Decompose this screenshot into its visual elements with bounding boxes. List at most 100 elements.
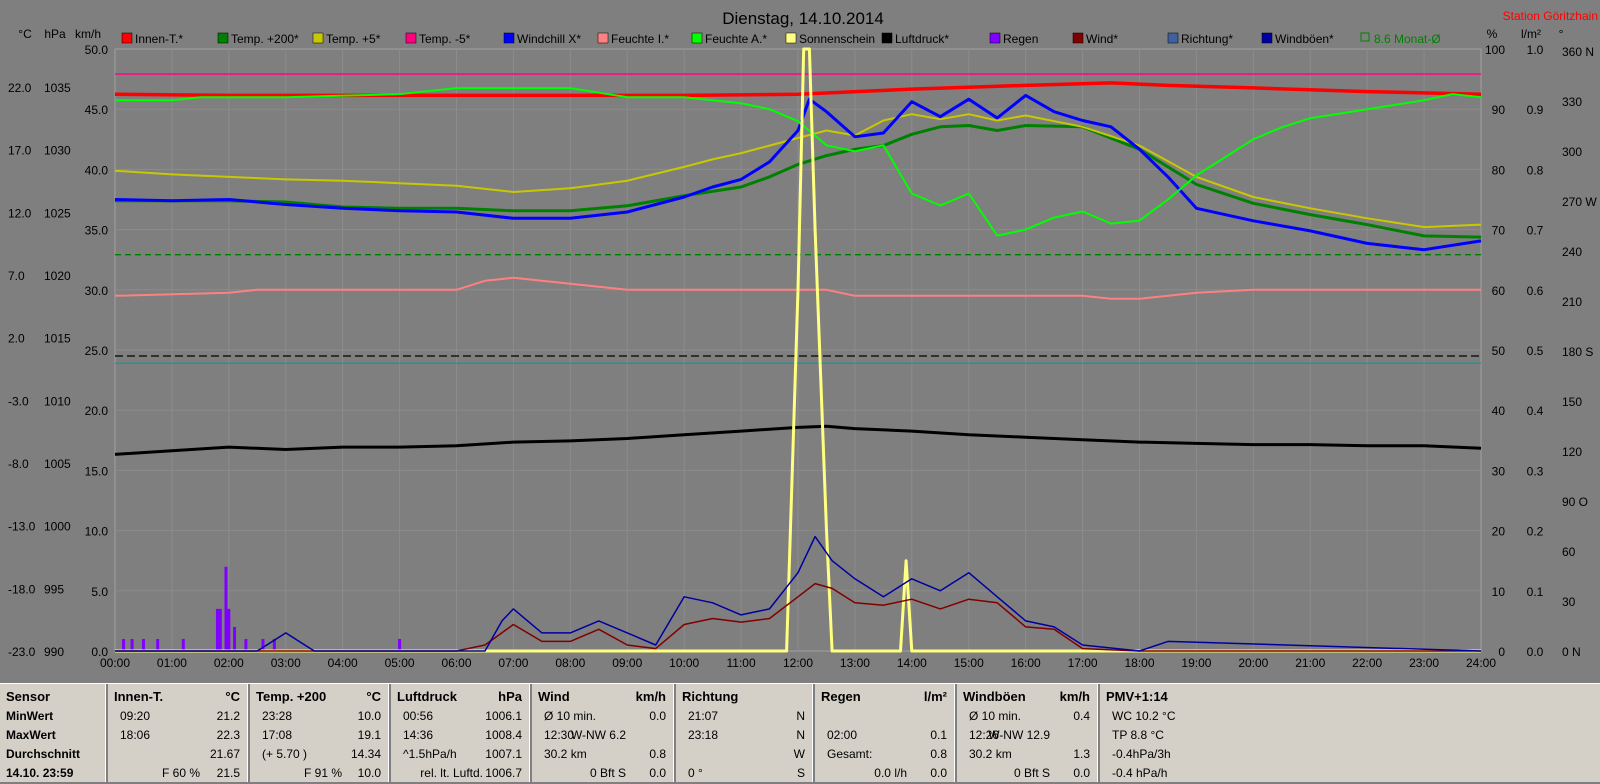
y-pressure-tick: 990 (44, 645, 64, 659)
weather-chart: Dienstag, 14.10.2014 Station Göritzhain … (0, 0, 1600, 683)
stats-column: Luftdruck hPa 00:56 1006.1 14:36 1008.4 ^1.5hP… (391, 684, 532, 782)
stats-cell: 0.8 (930, 747, 947, 761)
stats-header-unit: l/m² (923, 689, 947, 704)
stats-cell: F 60 % (161, 766, 200, 780)
stats-row: WC 10.2 °C (1106, 709, 1590, 727)
stats-column: Regen l/m² 02:00 0.1 Gesamt: 0.8 0.0 l/h 0.0 (815, 684, 957, 782)
x-tick-label: 03:00 (271, 656, 301, 670)
series-line-windb-en (115, 535, 1482, 652)
stats-row: W (682, 747, 805, 765)
stats-cell: TP 8.8 °C (1112, 728, 1164, 742)
chart-background (0, 0, 1600, 683)
x-tick-label: 17:00 (1068, 656, 1098, 670)
stats-cell: 22.3 (216, 728, 240, 742)
y-speed-tick: 0.0 (91, 645, 108, 659)
stats-header-label: Sensor (6, 689, 51, 704)
x-tick-label: 10:00 (669, 656, 699, 670)
stats-row: 09:20 21.2 (114, 709, 240, 727)
stats-cell: 0 Bft S (1013, 766, 1050, 780)
y-pressure-tick: 1000 (44, 520, 71, 534)
stats-header: Luftdruck hPa (397, 689, 522, 707)
stats-row: MinWert (6, 709, 98, 727)
stats-row: 02:00 0.1 (821, 728, 947, 746)
stats-header: Wind km/h (538, 689, 666, 707)
y-speed-tick: 10.0 (85, 525, 109, 539)
y-pressure-tick: 1025 (44, 206, 71, 220)
y-temp-tick: -13.0 (8, 520, 36, 534)
stats-cell: 0.0 (649, 709, 666, 723)
y-dir-tick: 330 (1562, 95, 1582, 109)
y-rain-tick: 0.2 (1527, 525, 1544, 539)
rain-bar (122, 638, 126, 651)
y-pressure-tick: 995 (44, 582, 64, 596)
stats-row: 21:07 N (682, 709, 805, 727)
stats-cell: 10.0 (357, 766, 381, 780)
series-line-windchill-x (114, 93, 1482, 252)
stats-row: 17:08 19.1 (256, 728, 381, 746)
unit-pressure: hPa (44, 27, 66, 41)
stats-header: Temp. +200 °C (256, 689, 381, 707)
stats-header-label: Richtung (682, 689, 739, 704)
legend-swatch (121, 32, 133, 44)
legend: Innen-T.* Temp. +200* Temp. +5* Temp. -5* Wi… (121, 32, 1441, 46)
stats-cell: (+ 5.70 ) (262, 747, 308, 761)
stats-row: Ø 10 min. 0.4 (963, 709, 1090, 727)
y-speed-tick: 15.0 (85, 464, 109, 478)
stats-row: 23:28 10.0 (256, 709, 381, 727)
y-dir-tick: 360 N (1562, 45, 1594, 59)
stats-cell: 1006.7 (485, 766, 522, 780)
stats-row: 18:06 22.3 (114, 728, 240, 746)
stats-header-label: PMV+1:14 (1106, 689, 1168, 704)
stats-panel: Sensor MinWert MaxWert Durchschnitt 14.10. 2… (0, 683, 1600, 782)
stats-column: Richtung 21:07 N 23:18 N W 0 ° S (676, 684, 815, 782)
y-pressure-tick: 1005 (44, 457, 71, 471)
legend-swatch (1261, 32, 1273, 44)
stats-column: Temp. +200 °C 23:28 10.0 17:08 19.1 (+ 5.70 ) 1… (250, 684, 391, 782)
stats-header-unit: km/h (1059, 689, 1090, 704)
x-tick-label: 04:00 (328, 656, 358, 670)
stats-cell: 30.2 km (969, 747, 1012, 761)
y-dir-tick: 180 S (1562, 345, 1593, 359)
stats-column: Windböen km/h Ø 10 min. 0.4 12:26 W-NW 12.9 30… (957, 684, 1100, 782)
rain-bar (227, 608, 231, 651)
stats-row: 0 Bft S 0.0 (963, 766, 1090, 784)
stats-cell: W-NW 6.2 (570, 728, 626, 742)
stats-cell: rel. lt. Luftd. (420, 766, 483, 780)
rain-bar (224, 566, 228, 651)
y-dir-tick: 90 O (1562, 495, 1588, 509)
stats-cell: 21:07 (688, 709, 719, 723)
unit-speed: km/h (75, 27, 101, 41)
y-pressure-tick: 1030 (44, 144, 71, 158)
series-line-luftdruck (114, 424, 1482, 456)
stats-row: MaxWert (6, 728, 98, 746)
y-temp-tick: 17.0 (8, 144, 32, 158)
unit-rain: l/m² (1521, 27, 1541, 41)
legend-swatch (1167, 32, 1179, 44)
stats-row: -0.4hPa/3h (1106, 747, 1590, 765)
stats-header: Innen-T. °C (114, 689, 240, 707)
stats-cell: 0.8 (649, 747, 666, 761)
stats-cell: Ø 10 min. (969, 709, 1022, 723)
chart-title: Dienstag, 14.10.2014 (722, 9, 884, 28)
stats-column: Sensor MinWert MaxWert Durchschnitt 14.10. 2… (0, 684, 108, 782)
x-tick-label: 21:00 (1295, 656, 1325, 670)
legend-label: Feuchte A.* (705, 32, 767, 46)
station-label: Station Göritzhain (1503, 9, 1598, 23)
y-dir-tick: 120 (1562, 445, 1582, 459)
y-percent-tick: 0 (1498, 645, 1505, 659)
legend-label: 8.6 Monat-Ø (1374, 32, 1441, 46)
legend-label: Wind* (1086, 32, 1118, 46)
y-percent-tick: 10 (1492, 585, 1506, 599)
y-percent-tick: 20 (1492, 525, 1506, 539)
y-rain-tick: 0.4 (1527, 404, 1544, 418)
stats-cell: ^1.5hPa/h (403, 747, 457, 761)
x-tick-label: 18:00 (1124, 656, 1154, 670)
legend-swatch (691, 32, 703, 44)
stats-cell: S (796, 766, 805, 780)
stats-header-label: Regen (821, 689, 861, 704)
stats-cell: WC 10.2 °C (1112, 709, 1176, 723)
stats-row: 12:30 W-NW 6.2 (538, 728, 666, 746)
series-line-feuchte-a (115, 87, 1482, 237)
stats-header-unit: km/h (635, 689, 666, 704)
rain-bar (261, 638, 265, 651)
